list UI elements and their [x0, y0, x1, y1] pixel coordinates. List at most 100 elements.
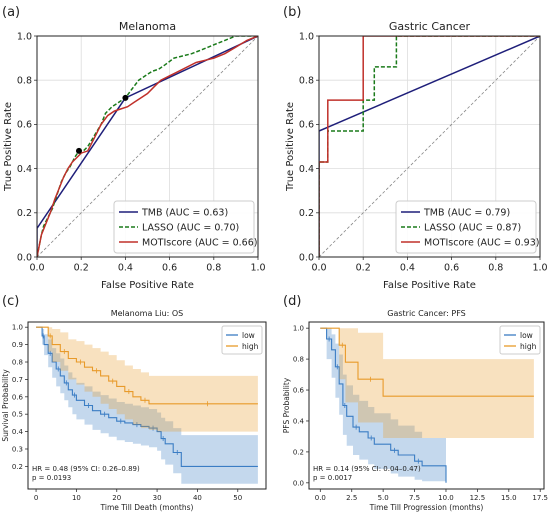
x-tick-label: 0.0 — [29, 263, 44, 274]
y-tick-label: 0.0 — [17, 252, 32, 263]
y-tick-label: 0.4 — [12, 428, 24, 436]
chance-diagonal — [37, 36, 258, 257]
x-tick-label: 17.5 — [532, 494, 548, 502]
y-tick-label: 1.0 — [17, 31, 32, 42]
plot-area — [320, 327, 534, 483]
y-tick-label: 0.5 — [12, 411, 23, 419]
y-tick-label: 0.6 — [17, 120, 32, 131]
legend-box — [221, 325, 263, 355]
y-tick-label: 0.0 — [299, 252, 314, 263]
x-tick-label: 10 — [72, 494, 81, 502]
legend-box — [395, 200, 537, 254]
x-tick-label: 15.0 — [501, 494, 517, 502]
y-axis-label: True Positive Rate — [3, 102, 14, 192]
series-line — [319, 36, 540, 257]
axes-frame — [36, 35, 259, 258]
legend: TMB (AUC = 0.79) LASSO (AUC = 0.87) MOTIsc… — [395, 200, 539, 254]
survival-line — [320, 327, 447, 483]
stats-annotation: HR = 0.48 (95% CI: 0.26–0.89) — [32, 465, 140, 473]
survival-line — [36, 326, 258, 405]
stats-annotation: HR = 0.14 (95% CI: 0.04–0.47) — [313, 465, 421, 473]
x-tick-label: 50 — [233, 494, 242, 502]
legend-label: TMB (AUC = 0.63) — [141, 208, 228, 219]
chart-panel-1: Gastric Cancer 0.0 0.2 0.4 0.6 0.8 1.0 0.0 0.2 0.… — [285, 20, 548, 291]
x-tick-label: 7.5 — [409, 494, 420, 502]
chart-panel-2: Melanoma Liu: OS 0 10 20 30 40 50 0.2 0.3 0.4 0.5 0… — [1, 309, 267, 512]
stats-annotation: p = 0.0193 — [32, 474, 71, 482]
legend-label: high — [242, 342, 259, 351]
x-axis-label: False Positive Rate — [383, 280, 476, 291]
chance-diagonal — [319, 36, 540, 257]
x-tick-label: 2.5 — [346, 494, 357, 502]
x-tick-label: 40 — [193, 494, 202, 502]
y-tick-label: 0.2 — [299, 208, 314, 219]
survival-line — [36, 326, 258, 467]
x-tick-label: 0 — [34, 494, 38, 502]
axes-frame — [27, 321, 267, 490]
legend: low high — [221, 325, 263, 355]
x-tick-label: 0.4 — [400, 263, 415, 274]
legend-box — [499, 325, 541, 355]
y-tick-label: 1.0 — [293, 325, 304, 333]
y-tick-label: 0.7 — [12, 376, 23, 384]
panel-letter-b: (b) — [283, 5, 301, 20]
y-tick-label: 0.3 — [12, 445, 23, 453]
stats-annotation: p = 0.0017 — [313, 474, 352, 482]
y-tick-label: 0.8 — [299, 76, 314, 87]
y-tick-label: 0.2 — [12, 463, 23, 471]
confidence-band — [36, 327, 258, 484]
legend: TMB (AUC = 0.63) LASSO (AUC = 0.70) MOTIsc… — [113, 200, 257, 254]
x-tick-label: 0.2 — [74, 263, 89, 274]
x-tick-label: 0.0 — [311, 263, 326, 274]
x-axis-label: Time Till Death (months) — [100, 503, 194, 512]
plot-area — [37, 36, 258, 257]
x-tick-label: 0.0 — [315, 494, 326, 502]
series-line — [319, 36, 540, 257]
x-tick-label: 1.0 — [250, 263, 265, 274]
x-tick-label: 0.6 — [162, 263, 177, 274]
cutoff-point — [75, 147, 82, 154]
survival-line — [320, 327, 534, 397]
chart-panel-0: Melanoma 0.0 0.2 0.4 0.6 0.8 1.0 0.0 0.2 0.4 0.6 0.… — [3, 20, 266, 291]
cutoff-point — [122, 94, 129, 101]
y-tick-label: 0.8 — [293, 356, 304, 364]
y-tick-label: 1.0 — [299, 31, 314, 42]
y-tick-label: 0.2 — [17, 208, 32, 219]
plot-area — [36, 326, 258, 484]
chart-title: Gastric Cancer: PFS — [387, 309, 466, 318]
legend-label: TMB (AUC = 0.79) — [423, 208, 510, 219]
x-tick-label: 0.6 — [444, 263, 459, 274]
y-tick-label: 0.8 — [12, 358, 23, 366]
legend-label: high — [520, 342, 537, 351]
confidence-band — [320, 328, 446, 483]
legend-label: MOTIscore (AUC = 0.66) — [142, 238, 257, 249]
y-tick-label: 0.2 — [293, 448, 304, 456]
y-tick-label: 0.4 — [17, 164, 32, 175]
legend-label: MOTIscore (AUC = 0.93) — [424, 238, 539, 249]
x-tick-label: 12.5 — [470, 494, 486, 502]
axes-frame — [308, 321, 545, 490]
confidence-band — [320, 328, 534, 438]
x-tick-label: 10.0 — [438, 494, 454, 502]
x-tick-label: 1.0 — [532, 263, 547, 274]
x-tick-label: 30 — [153, 494, 162, 502]
y-tick-label: 1.0 — [12, 324, 23, 332]
x-tick-label: 0.2 — [356, 263, 371, 274]
x-tick-label: 0.4 — [118, 263, 133, 274]
legend-label: low — [520, 331, 533, 340]
chart-panel-3: Gastric Cancer: PFS 0.0 2.5 5.0 7.5 10.0 12.5 1… — [282, 309, 548, 512]
chart-title: Gastric Cancer — [389, 20, 471, 33]
y-axis-label: Survival Probability — [1, 369, 10, 442]
plot-area — [319, 36, 540, 257]
panel-letter-a: (a) — [2, 5, 20, 20]
series-line — [37, 36, 258, 257]
x-tick-label: 20 — [112, 494, 121, 502]
y-tick-label: 0.6 — [299, 120, 314, 131]
y-tick-label: 0.4 — [299, 164, 314, 175]
x-tick-label: 0.8 — [206, 263, 221, 274]
x-axis-label: Time Till Progression (months) — [369, 503, 484, 512]
y-tick-label: 0.6 — [12, 393, 24, 401]
y-tick-label: 0.8 — [17, 76, 32, 87]
series-line — [37, 36, 258, 257]
